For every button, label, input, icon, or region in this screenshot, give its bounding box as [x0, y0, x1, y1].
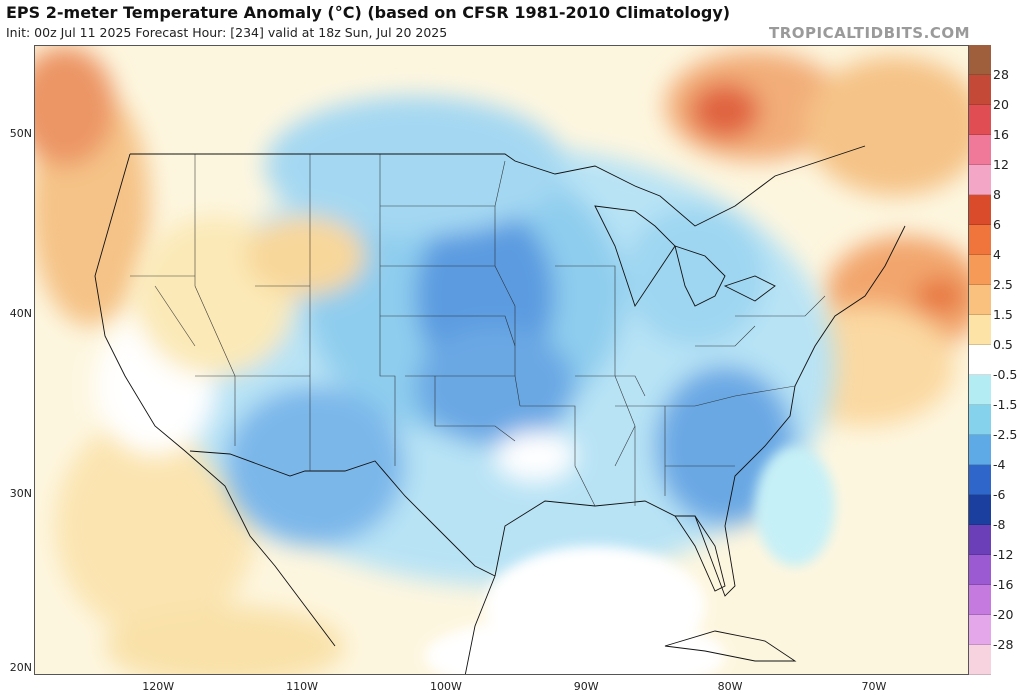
colorbar-label: 12 [993, 157, 1009, 172]
lon-label: 110W [286, 680, 318, 693]
colorbar-label: -4 [993, 457, 1006, 472]
lon-label: 100W [429, 680, 462, 693]
colorbar-swatch [969, 165, 991, 195]
colorbar-swatch [969, 195, 991, 225]
lon-label: 120W [142, 680, 175, 693]
colorbar-label: -1.5 [993, 397, 1018, 412]
colorbar-swatch [969, 285, 991, 315]
colorbar-label: -6 [993, 487, 1006, 502]
colorbar-label: -12 [993, 547, 1014, 562]
colorbar-label: 2.5 [993, 277, 1013, 292]
colorbar-label: 20 [993, 97, 1009, 112]
lat-label: 50N [9, 127, 32, 140]
gulf-of-mexico [425, 446, 835, 674]
boundaries [94, 145, 906, 674]
warm-atlantic-region [665, 51, 968, 426]
cool-interior-region [95, 96, 835, 586]
colorbar-label: 0.5 [993, 337, 1013, 352]
state-borders [130, 154, 826, 507]
colorbar-label: -2.5 [993, 427, 1018, 442]
colorbar-swatch [969, 585, 991, 615]
source-credit: TROPICALTIDBITS.COM [769, 24, 970, 42]
colorbar-swatch [969, 45, 991, 75]
colorbar-swatch [969, 645, 991, 675]
colorbar-swatch [969, 375, 991, 405]
colorbar-label: 28 [993, 67, 1009, 82]
colorbar-label: 6 [993, 217, 1001, 232]
warm-pacific-region [35, 46, 345, 674]
colorbar-swatch [969, 555, 991, 585]
colorbar-label: -0.5 [993, 367, 1018, 382]
colorbar-legend: 28 20 16 12 8 6 4 2.5 1.5 0.5 -0.5 -1.5 -2.5 -4 -6 -8 -1… [969, 45, 1024, 675]
colorbar-label: 4 [993, 247, 1001, 262]
colorbar-label: -20 [993, 607, 1014, 622]
colorbar-swatch [969, 255, 991, 285]
page-title: EPS 2-meter Temperature Anomaly (°C) (ba… [6, 3, 731, 22]
lat-label: 30N [9, 487, 32, 500]
lon-label: 90W [573, 680, 599, 693]
anomaly-map[interactable] [34, 45, 969, 675]
colorbar-swatch [969, 435, 991, 465]
colorbar-swatch [969, 315, 991, 345]
colorbar-swatch [969, 105, 991, 135]
latitude-axis: 50N 40N 30N 20N [0, 45, 34, 675]
colorbar-swatch [969, 615, 991, 645]
colorbar-swatch [969, 75, 991, 105]
lat-label: 20N [9, 661, 32, 674]
colorbar-label: 8 [993, 187, 1001, 202]
lat-label: 40N [9, 307, 32, 320]
colorbar-label: -28 [993, 637, 1014, 652]
longitude-axis: 120W 110W 100W 90W 80W 70W [34, 676, 969, 696]
forecast-info: Init: 00z Jul 11 2025 Forecast Hour: [23… [6, 25, 448, 40]
lon-label: 80W [717, 680, 743, 693]
colorbar-swatch [969, 495, 991, 525]
map-canvas [35, 46, 968, 674]
colorbar-label: -8 [993, 517, 1006, 532]
colorbar-swatch [969, 225, 991, 255]
colorbar-swatch [969, 135, 991, 165]
lon-label: 70W [861, 680, 887, 693]
colorbar-label: 1.5 [993, 307, 1013, 322]
colorbar-swatch [969, 465, 991, 495]
colorbar-swatch [969, 345, 991, 375]
colorbar-label: 16 [993, 127, 1009, 142]
colorbar-swatch [969, 525, 991, 555]
colorbar-swatch [969, 405, 991, 435]
colorbar-label: -16 [993, 577, 1014, 592]
